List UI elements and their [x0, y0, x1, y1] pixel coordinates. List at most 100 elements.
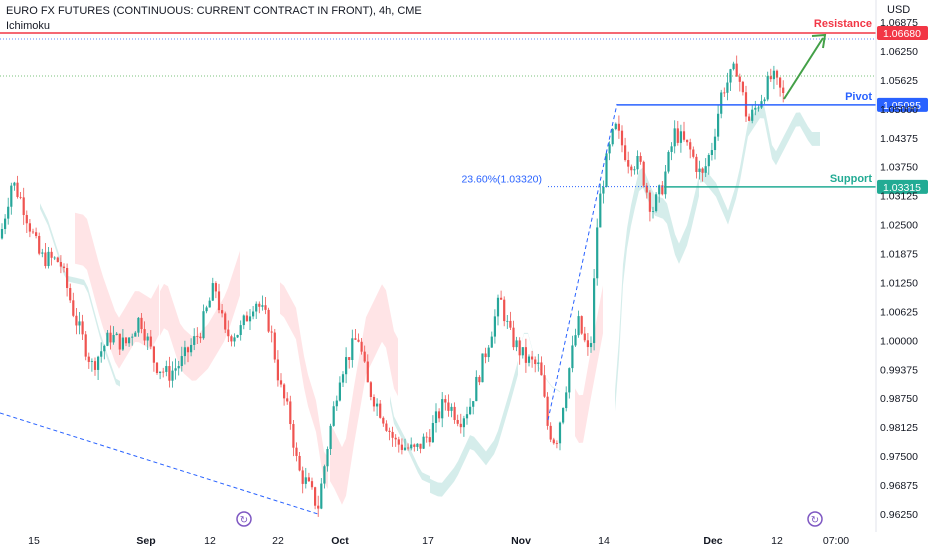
candle-body — [692, 149, 695, 157]
candle-body — [50, 251, 53, 258]
candle-body — [624, 145, 627, 161]
candle-body — [593, 278, 596, 344]
y-tick-label: 1.00625 — [880, 306, 918, 318]
candle-body — [698, 168, 701, 172]
candle-body — [648, 192, 651, 212]
candle-body — [481, 353, 484, 383]
candle-body — [348, 357, 351, 360]
candle-body — [496, 297, 500, 317]
candle-body — [252, 311, 255, 317]
resistance-price-value: 1.06680 — [883, 28, 921, 40]
candle-body — [608, 144, 611, 154]
candle-body — [304, 477, 307, 484]
candle-body — [720, 92, 723, 114]
candle-body — [217, 291, 221, 311]
candle-body — [710, 150, 713, 156]
candle-body — [245, 315, 248, 322]
candle-body — [713, 136, 717, 151]
candle-body — [518, 340, 521, 356]
candle-body — [224, 313, 227, 330]
candle-body — [186, 347, 190, 353]
candle-body — [555, 443, 558, 444]
candle-body — [686, 139, 689, 143]
candle-body — [72, 300, 75, 316]
candle-body — [190, 344, 193, 353]
candle-body — [735, 63, 738, 77]
candle-body — [53, 257, 56, 259]
resistance-label: Resistance — [814, 18, 872, 30]
candle-body — [673, 128, 676, 147]
x-tick-label: 22 — [272, 535, 284, 547]
candle-body — [469, 406, 472, 415]
candle-body — [307, 477, 310, 482]
svg-text:↻: ↻ — [240, 515, 248, 526]
candle-body — [279, 380, 283, 385]
candle-body — [363, 351, 366, 362]
candle-body — [354, 338, 357, 340]
candle-body — [583, 333, 586, 341]
cloud-segment — [280, 282, 328, 490]
x-tick-label: Nov — [511, 535, 531, 547]
candle-body — [75, 315, 78, 326]
candle-body — [273, 332, 276, 360]
candle-body — [707, 155, 710, 167]
candle-body — [431, 422, 434, 443]
indicator-label[interactable]: Ichimoku — [6, 20, 51, 32]
candle-body — [772, 70, 775, 80]
candle-body — [419, 443, 422, 449]
candle-body — [546, 396, 549, 426]
candle-body — [78, 321, 81, 326]
pivot-price-tag — [877, 97, 928, 112]
candle-body — [205, 307, 208, 312]
candle-body — [568, 368, 571, 393]
candle-body — [180, 356, 183, 367]
candle-body — [459, 423, 462, 428]
candle-body — [562, 408, 565, 423]
candle-body — [248, 316, 252, 322]
candle-body — [25, 215, 28, 224]
candle-body — [391, 431, 394, 438]
candle-body — [397, 439, 400, 445]
candle-body — [527, 356, 531, 363]
event-icon[interactable]: ↻ — [236, 511, 252, 527]
y-tick-label: 1.01250 — [880, 277, 918, 289]
candle-body — [87, 356, 90, 362]
candle-body — [704, 166, 707, 173]
x-tick-label: Oct — [331, 535, 349, 547]
candle-body — [571, 345, 574, 369]
candle-body — [475, 376, 478, 402]
pivot-price-value: 1.05085 — [883, 100, 921, 112]
candle-body — [137, 317, 140, 333]
candle-body — [500, 297, 503, 300]
candle-body — [782, 87, 785, 94]
candle-body — [276, 359, 279, 381]
candle-body — [726, 82, 729, 93]
candle-body — [298, 455, 301, 471]
candle-body — [41, 252, 44, 254]
candle-body — [106, 332, 109, 346]
candle-body — [661, 185, 664, 195]
y-tick-label: 1.03125 — [880, 191, 918, 203]
candle-body — [211, 283, 214, 301]
x-tick-label: 07:00 — [823, 535, 849, 547]
candle-body — [434, 411, 438, 423]
candle-body — [741, 81, 744, 93]
candle-body — [369, 382, 372, 397]
y-tick-label: 1.05000 — [880, 104, 918, 116]
candle-body — [379, 403, 382, 418]
svg-text:↻: ↻ — [811, 515, 819, 526]
candle-body — [341, 374, 345, 383]
candle-body — [444, 399, 447, 403]
candle-body — [242, 315, 245, 326]
candle-body — [478, 376, 481, 383]
candle-body — [31, 231, 35, 233]
candle-body — [103, 345, 106, 352]
candle-body — [199, 336, 202, 339]
candle-body — [338, 382, 341, 401]
y-tick-label: 1.03750 — [880, 162, 918, 174]
x-tick-label: Sep — [136, 535, 155, 547]
event-icon[interactable]: ↻ — [807, 511, 823, 527]
trendline-rise — [547, 103, 618, 421]
candle-body — [81, 321, 84, 335]
